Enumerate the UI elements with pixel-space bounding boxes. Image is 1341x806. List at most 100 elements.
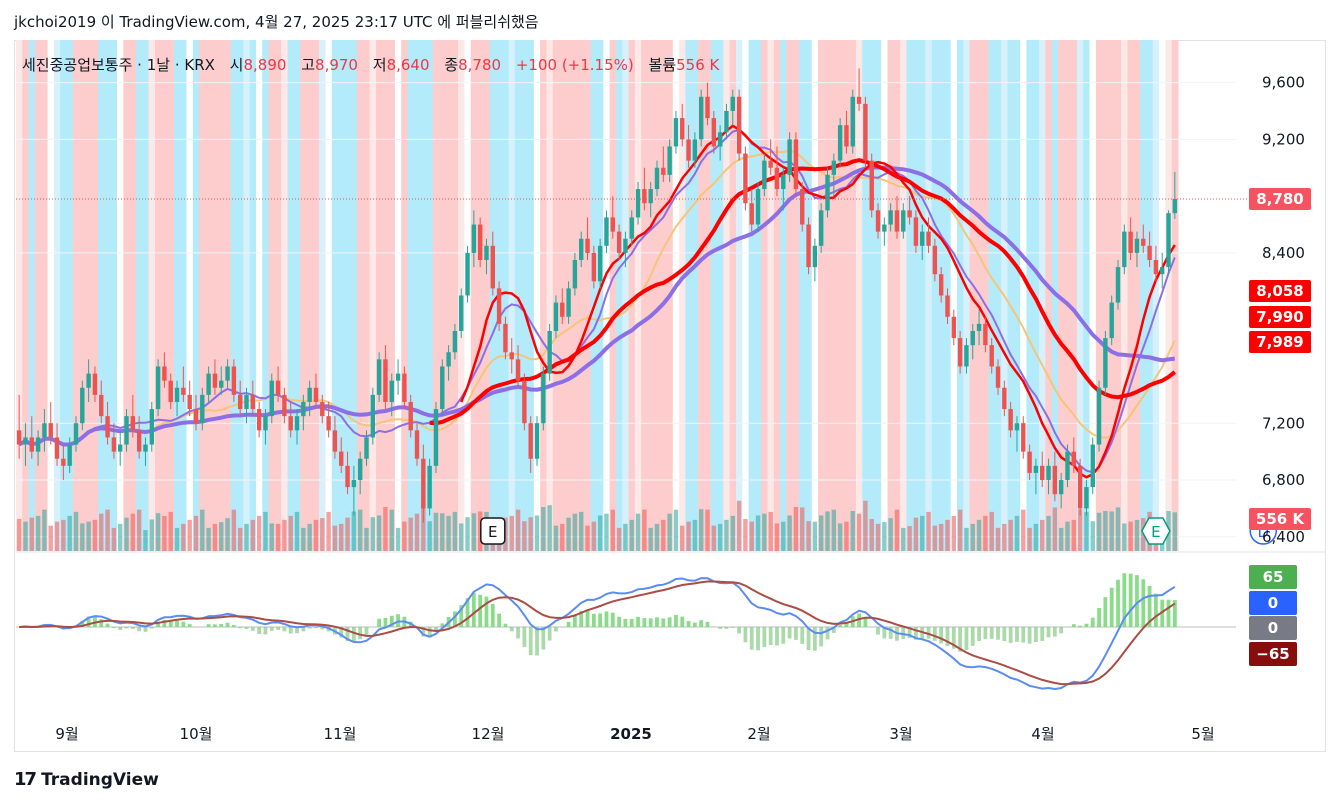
macd-histogram-bar	[1021, 627, 1026, 643]
volume-bar	[320, 518, 325, 551]
candle-body	[1052, 465, 1058, 495]
volume-bar	[1052, 507, 1058, 551]
candle-body	[768, 160, 773, 168]
candle	[282, 387, 287, 424]
price-tick-label: 9,200	[1262, 130, 1305, 148]
volume-bar	[282, 519, 287, 551]
candle	[357, 451, 363, 495]
macd-histogram-bar	[535, 627, 539, 656]
candle-body	[743, 153, 748, 204]
macd-histogram-bar	[213, 624, 217, 627]
price-tick-label: 6,400	[1262, 528, 1305, 546]
candle	[686, 125, 691, 168]
background-band	[135, 40, 143, 551]
candle	[496, 281, 502, 331]
background-band	[287, 40, 295, 551]
macd-histogram-bar	[863, 618, 868, 627]
volume-bar	[818, 515, 824, 551]
volume-bar	[648, 527, 653, 551]
macd-histogram-bar	[680, 616, 685, 627]
ma2-badge-bg	[1249, 306, 1311, 328]
macd-histogram-bar	[497, 613, 502, 627]
candle-body	[339, 451, 344, 466]
volume-bar	[743, 519, 748, 551]
background-band	[1070, 40, 1078, 551]
volume-bar	[673, 509, 679, 551]
candle-body	[1046, 465, 1051, 481]
candle-body	[471, 224, 477, 253]
volume-bar	[212, 523, 218, 551]
background-band	[350, 40, 358, 551]
candle-body	[452, 330, 458, 353]
earnings-marker[interactable]: E	[480, 517, 506, 545]
volume-bar	[244, 523, 249, 551]
candle-body	[1141, 238, 1146, 246]
background-band	[180, 40, 188, 551]
candle	[629, 210, 634, 246]
candle-body	[1084, 487, 1089, 509]
candle	[1046, 458, 1051, 495]
candle-body	[421, 458, 426, 509]
volume-bar	[225, 518, 230, 551]
volume-bar	[313, 519, 319, 551]
candle	[484, 238, 489, 275]
volume-bar	[522, 521, 527, 551]
volume-bar	[654, 523, 660, 551]
macd-histogram-bar	[225, 622, 230, 627]
candle-body	[882, 224, 887, 232]
background-band	[881, 40, 888, 551]
volume-bar	[717, 523, 723, 551]
earnings-marker[interactable]: E	[1141, 517, 1171, 545]
candle	[762, 153, 767, 197]
background-band	[698, 40, 705, 551]
candle-body	[376, 359, 382, 395]
volume-bar	[61, 519, 66, 551]
volume-bar	[376, 515, 382, 551]
background-band	[60, 40, 68, 551]
candle	[1021, 416, 1026, 459]
macd-histogram-bar	[591, 613, 596, 627]
background-band	[969, 40, 977, 551]
background-band	[1026, 40, 1034, 551]
volume-bar	[250, 519, 256, 551]
candle	[541, 366, 546, 431]
background-band	[413, 40, 421, 551]
candle-body	[326, 416, 331, 431]
background-band	[1121, 40, 1128, 551]
volume-bar	[774, 523, 780, 551]
macd-histogram-bar	[503, 623, 508, 627]
background-band	[363, 40, 371, 551]
background-band	[830, 40, 838, 551]
candle-body	[389, 380, 394, 402]
macd-histogram-bar	[737, 627, 741, 634]
macd-histogram-bar	[775, 627, 779, 646]
volume-bar	[1084, 511, 1089, 551]
candle	[111, 423, 117, 459]
background-band	[41, 40, 49, 551]
background-band	[685, 40, 693, 551]
macd-histogram-bar	[1034, 627, 1038, 643]
volume-bar	[705, 509, 710, 551]
macd-histogram-bar	[288, 627, 293, 634]
candle-body	[320, 401, 325, 417]
macd-histogram-bar	[699, 620, 704, 627]
macd-histogram-bar	[105, 623, 110, 627]
candle-body	[117, 444, 123, 452]
candle-body	[705, 96, 710, 119]
footer-brand[interactable]: 17 TradingView	[14, 769, 159, 790]
candle-body	[920, 231, 925, 246]
candle-body	[402, 373, 407, 402]
candle	[1128, 217, 1133, 261]
background-band	[836, 40, 844, 551]
macd-histogram-bar	[756, 627, 760, 651]
background-band	[375, 40, 383, 551]
candle-body	[357, 458, 363, 481]
volume-bar	[907, 526, 912, 551]
macd-badge-bg	[1249, 565, 1297, 589]
macd-histogram-bar	[471, 592, 476, 627]
low-label: 저	[372, 56, 387, 74]
background-band	[780, 40, 787, 551]
volume-bar	[149, 519, 154, 551]
candle-body	[301, 401, 306, 417]
